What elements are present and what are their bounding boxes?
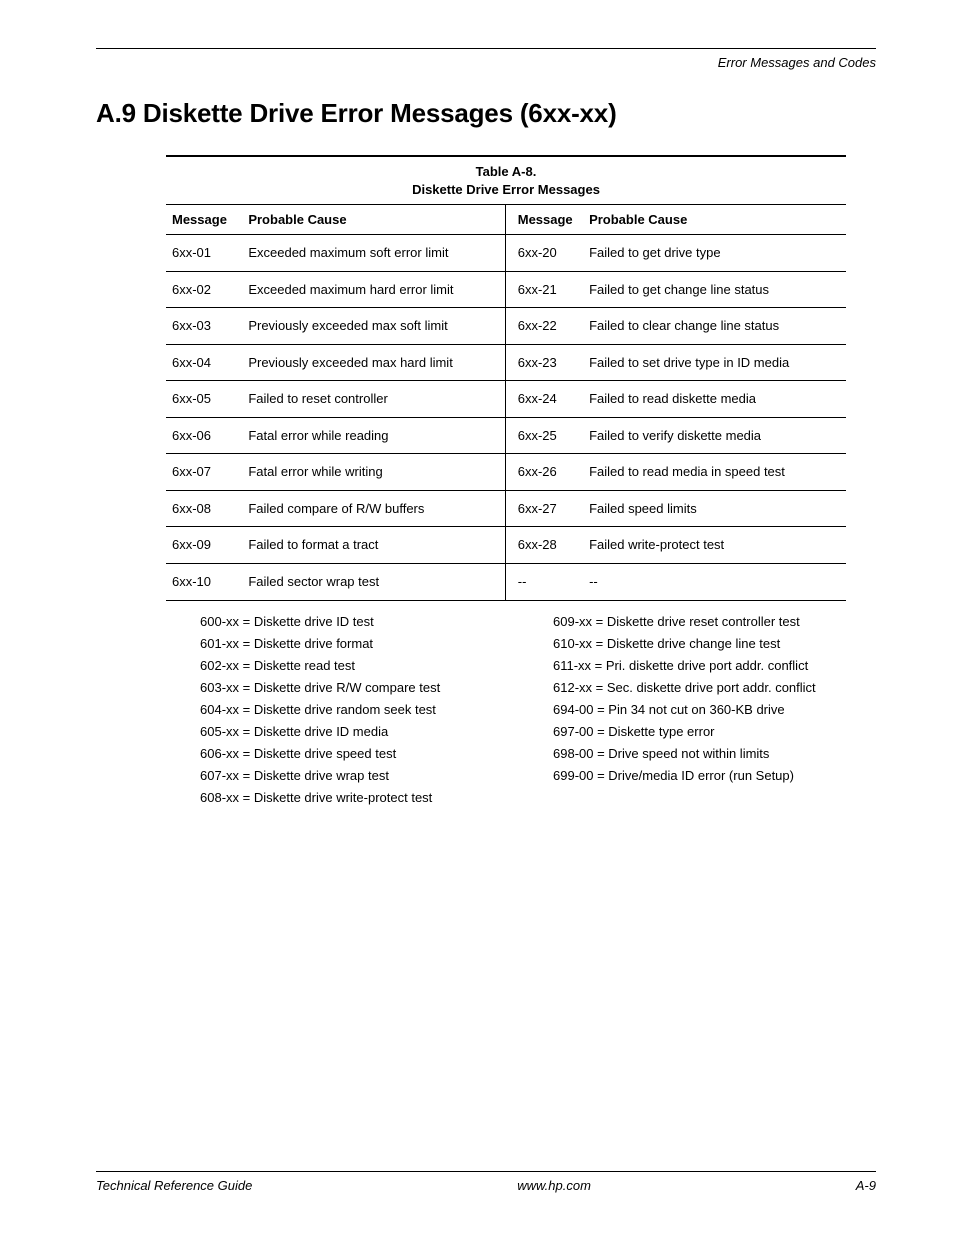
table-cell: Failed to read media in speed test [583, 454, 846, 491]
table-cell: 6xx-09 [166, 527, 242, 564]
legend: 600-xx = Diskette drive ID test601-xx = … [166, 611, 846, 810]
legend-left-col: 600-xx = Diskette drive ID test601-xx = … [200, 611, 493, 810]
table-cell: Fatal error while reading [242, 417, 505, 454]
table-cell: 6xx-23 [505, 344, 583, 381]
legend-line: 604-xx = Diskette drive random seek test [200, 699, 493, 721]
table-cell: 6xx-04 [166, 344, 242, 381]
table-cell: -- [505, 564, 583, 601]
legend-line: 610-xx = Diskette drive change line test [553, 633, 846, 655]
table-caption: Table A-8. Diskette Drive Error Messages [166, 155, 846, 204]
legend-line: 603-xx = Diskette drive R/W compare test [200, 677, 493, 699]
table-row: 6xx-02Exceeded maximum hard error limit6… [166, 271, 846, 308]
table-row: 6xx-05Failed to reset controller6xx-24Fa… [166, 381, 846, 418]
table-row: 6xx-07Fatal error while writing6xx-26Fai… [166, 454, 846, 491]
table-cell: Fatal error while writing [242, 454, 505, 491]
footer-center: www.hp.com [517, 1178, 591, 1193]
legend-line: 608-xx = Diskette drive write-protect te… [200, 787, 493, 809]
legend-line: 609-xx = Diskette drive reset controller… [553, 611, 846, 633]
legend-line: 606-xx = Diskette drive speed test [200, 743, 493, 765]
legend-line: 694-00 = Pin 34 not cut on 360-KB drive [553, 699, 846, 721]
table-cell: 6xx-27 [505, 490, 583, 527]
table-cell: Exceeded maximum hard error limit [242, 271, 505, 308]
section-title: A.9 Diskette Drive Error Messages (6xx-x… [96, 98, 876, 129]
legend-line: 601-xx = Diskette drive format [200, 633, 493, 655]
table-cell: 6xx-25 [505, 417, 583, 454]
legend-line: 697-00 = Diskette type error [553, 721, 846, 743]
table-title: Diskette Drive Error Messages [412, 182, 600, 197]
table-cell: 6xx-03 [166, 308, 242, 345]
col-cause-left: Probable Cause [242, 205, 505, 235]
error-table: Message Probable Cause Message Probable … [166, 204, 846, 600]
table-cell: 6xx-28 [505, 527, 583, 564]
table-cell: Exceeded maximum soft error limit [242, 235, 505, 272]
col-msg-right: Message [505, 205, 583, 235]
table-cell: 6xx-26 [505, 454, 583, 491]
table-cell: 6xx-20 [505, 235, 583, 272]
table-cell: 6xx-02 [166, 271, 242, 308]
table-cell: 6xx-10 [166, 564, 242, 601]
col-cause-right: Probable Cause [583, 205, 846, 235]
legend-right-col: 609-xx = Diskette drive reset controller… [553, 611, 846, 810]
table-cell: Failed to read diskette media [583, 381, 846, 418]
table-row: 6xx-10Failed sector wrap test---- [166, 564, 846, 601]
legend-line: 698-00 = Drive speed not within limits [553, 743, 846, 765]
table-row: 6xx-09Failed to format a tract6xx-28Fail… [166, 527, 846, 564]
table-cell: Failed to get drive type [583, 235, 846, 272]
table-cell: Failed compare of R/W buffers [242, 490, 505, 527]
legend-line: 612-xx = Sec. diskette drive port addr. … [553, 677, 846, 699]
legend-line: 600-xx = Diskette drive ID test [200, 611, 493, 633]
table-cell: Failed to verify diskette media [583, 417, 846, 454]
table-cell: 6xx-07 [166, 454, 242, 491]
table-cell: Failed to reset controller [242, 381, 505, 418]
legend-line: 602-xx = Diskette read test [200, 655, 493, 677]
table-cell: -- [583, 564, 846, 601]
table-cell: Failed write-protect test [583, 527, 846, 564]
table-cell: Failed to clear change line status [583, 308, 846, 345]
col-msg-left: Message [166, 205, 242, 235]
table-row: 6xx-03Previously exceeded max soft limit… [166, 308, 846, 345]
table-cell: Previously exceeded max hard limit [242, 344, 505, 381]
legend-line: 607-xx = Diskette drive wrap test [200, 765, 493, 787]
footer-left: Technical Reference Guide [96, 1178, 252, 1193]
table-row: 6xx-06Fatal error while reading6xx-25Fai… [166, 417, 846, 454]
table-cell: Failed sector wrap test [242, 564, 505, 601]
table-cell: 6xx-22 [505, 308, 583, 345]
table-row: 6xx-08Failed compare of R/W buffers6xx-2… [166, 490, 846, 527]
table-row: 6xx-01Exceeded maximum soft error limit6… [166, 235, 846, 272]
table-number: Table A-8. [476, 164, 537, 179]
running-head: Error Messages and Codes [96, 55, 876, 70]
table-cell: Failed speed limits [583, 490, 846, 527]
page: Error Messages and Codes A.9 Diskette Dr… [0, 0, 954, 1235]
legend-line: 605-xx = Diskette drive ID media [200, 721, 493, 743]
table-cell: Previously exceeded max soft limit [242, 308, 505, 345]
table-cell: 6xx-05 [166, 381, 242, 418]
error-table-wrap: Table A-8. Diskette Drive Error Messages… [166, 155, 846, 809]
table-cell: Failed to set drive type in ID media [583, 344, 846, 381]
legend-line: 699-00 = Drive/media ID error (run Setup… [553, 765, 846, 787]
page-footer: Technical Reference Guide www.hp.com A-9 [96, 1171, 876, 1193]
footer-right: A-9 [856, 1178, 876, 1193]
table-header-row: Message Probable Cause Message Probable … [166, 205, 846, 235]
legend-line: 611-xx = Pri. diskette drive port addr. … [553, 655, 846, 677]
table-cell: 6xx-24 [505, 381, 583, 418]
table-cell: Failed to get change line status [583, 271, 846, 308]
table-cell: 6xx-08 [166, 490, 242, 527]
table-cell: 6xx-21 [505, 271, 583, 308]
table-cell: 6xx-01 [166, 235, 242, 272]
table-cell: Failed to format a tract [242, 527, 505, 564]
table-row: 6xx-04Previously exceeded max hard limit… [166, 344, 846, 381]
top-rule [96, 48, 876, 49]
table-cell: 6xx-06 [166, 417, 242, 454]
